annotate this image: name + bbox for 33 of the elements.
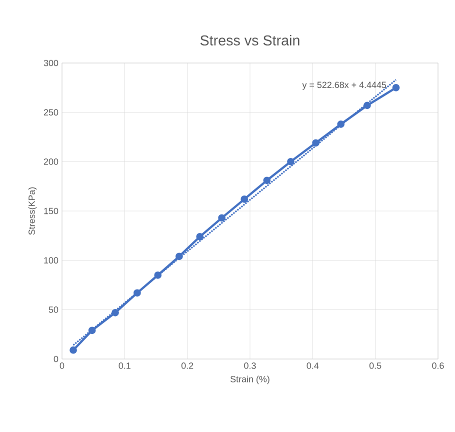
x-tick-label: 0.6 bbox=[432, 362, 444, 369]
x-tick-label: 0.4 bbox=[306, 362, 319, 369]
point bbox=[312, 139, 320, 147]
y-tick-label: 150 bbox=[44, 208, 58, 214]
y-tick-label: 300 bbox=[44, 60, 58, 66]
annotation: y = 522.68x + 4.4445 bbox=[302, 82, 386, 90]
y-tick-label: 50 bbox=[48, 306, 58, 313]
point bbox=[240, 195, 248, 203]
point bbox=[176, 252, 183, 260]
point bbox=[337, 120, 345, 128]
x-tick-label: 0.1 bbox=[118, 362, 130, 369]
x-tick-label: 0.3 bbox=[244, 362, 256, 369]
chart-title: Stress vs Strain bbox=[200, 34, 300, 46]
point bbox=[88, 326, 96, 334]
point bbox=[112, 308, 119, 316]
point bbox=[154, 271, 162, 279]
y-tick-label: 0 bbox=[54, 356, 58, 362]
x-axis-title: Strain (%) bbox=[230, 376, 270, 384]
point bbox=[218, 214, 226, 222]
y-axis-title: Stress(KPa) bbox=[28, 187, 37, 235]
x-tick-label: 0.5 bbox=[369, 362, 382, 369]
point bbox=[263, 176, 271, 184]
point bbox=[134, 289, 141, 297]
y-tick-label: 200 bbox=[44, 158, 58, 165]
point bbox=[196, 232, 204, 240]
y-tick-label: 100 bbox=[44, 257, 58, 264]
y-tick-label: 250 bbox=[44, 109, 58, 116]
point bbox=[70, 346, 77, 354]
point bbox=[364, 102, 371, 110]
x-tick-label: 0 bbox=[60, 362, 64, 369]
x-tick-label: 0.2 bbox=[181, 362, 194, 369]
point bbox=[287, 158, 294, 166]
point bbox=[392, 84, 400, 92]
